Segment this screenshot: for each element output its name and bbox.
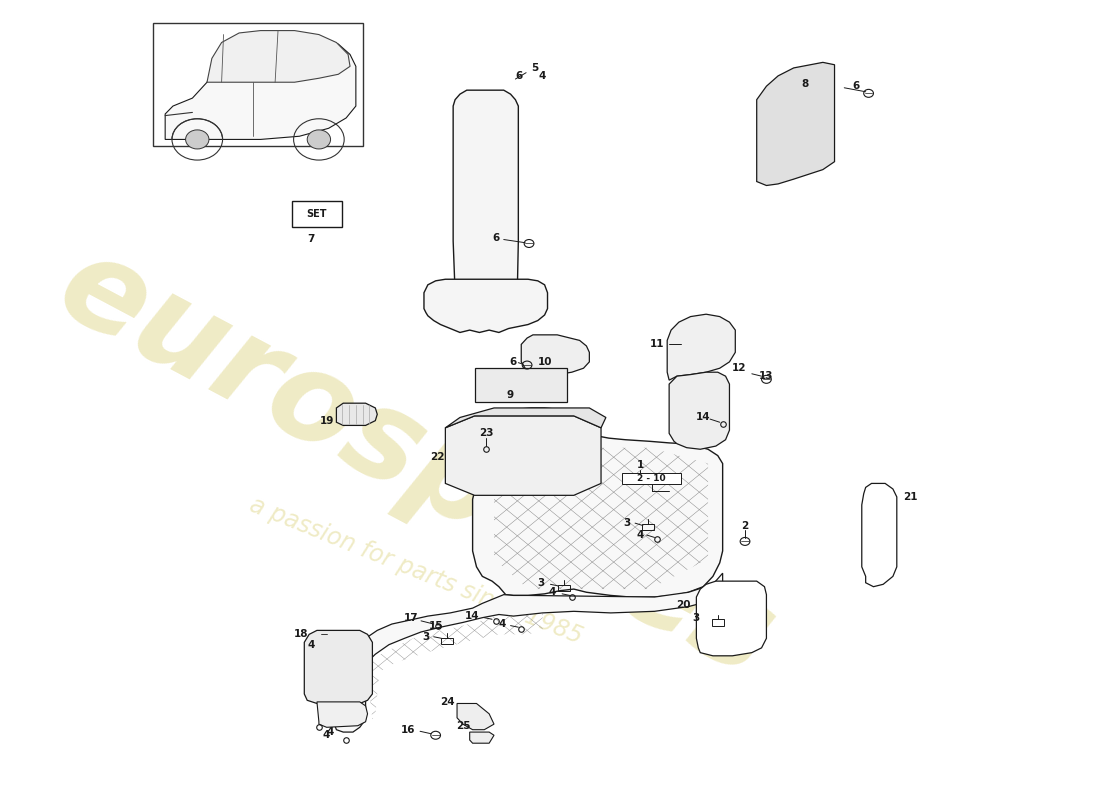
Polygon shape bbox=[669, 372, 729, 450]
Text: eurospares: eurospares bbox=[39, 225, 793, 702]
Polygon shape bbox=[207, 30, 350, 82]
Bar bbox=[441, 638, 453, 644]
Text: SET: SET bbox=[307, 209, 327, 219]
Polygon shape bbox=[696, 581, 767, 656]
Text: 4: 4 bbox=[636, 530, 644, 540]
Bar bbox=[292, 202, 342, 227]
Text: 4: 4 bbox=[327, 727, 334, 737]
Text: 3: 3 bbox=[624, 518, 631, 528]
Text: 6: 6 bbox=[516, 71, 522, 81]
Bar bbox=[623, 473, 681, 484]
Text: 2 - 10: 2 - 10 bbox=[637, 474, 666, 483]
Text: 14: 14 bbox=[465, 611, 480, 621]
Text: 25: 25 bbox=[455, 721, 470, 730]
Text: 7: 7 bbox=[307, 234, 315, 244]
Polygon shape bbox=[424, 279, 548, 333]
Polygon shape bbox=[473, 408, 723, 597]
Text: 4: 4 bbox=[549, 587, 557, 598]
Text: 9: 9 bbox=[507, 390, 514, 400]
Text: 2: 2 bbox=[741, 521, 749, 530]
Polygon shape bbox=[668, 314, 735, 380]
Text: 4: 4 bbox=[307, 640, 315, 650]
Text: 14: 14 bbox=[696, 413, 711, 422]
Bar bbox=[712, 619, 724, 626]
Bar bbox=[558, 585, 570, 591]
Text: 13: 13 bbox=[759, 371, 773, 381]
Text: 24: 24 bbox=[440, 697, 454, 707]
Polygon shape bbox=[456, 703, 494, 730]
Text: 3: 3 bbox=[537, 578, 544, 588]
Polygon shape bbox=[305, 630, 373, 703]
Polygon shape bbox=[757, 62, 835, 186]
Bar bbox=[474, 368, 566, 402]
Circle shape bbox=[307, 130, 331, 149]
Polygon shape bbox=[453, 90, 518, 302]
Text: 10: 10 bbox=[538, 357, 552, 367]
Text: 15: 15 bbox=[428, 622, 443, 631]
Text: 4: 4 bbox=[498, 619, 506, 629]
Text: 6: 6 bbox=[852, 81, 859, 91]
Text: 20: 20 bbox=[676, 600, 691, 610]
Circle shape bbox=[186, 130, 209, 149]
Polygon shape bbox=[333, 573, 723, 732]
Text: 6: 6 bbox=[493, 233, 499, 243]
Polygon shape bbox=[861, 483, 896, 586]
Text: 22: 22 bbox=[430, 452, 444, 462]
Bar bbox=[642, 524, 653, 530]
Polygon shape bbox=[317, 702, 367, 727]
Polygon shape bbox=[337, 403, 377, 426]
Bar bbox=[154, 22, 363, 146]
Text: 5: 5 bbox=[531, 63, 539, 73]
Text: 8: 8 bbox=[802, 79, 808, 89]
Polygon shape bbox=[521, 335, 590, 374]
Text: 17: 17 bbox=[404, 614, 419, 623]
Text: 12: 12 bbox=[732, 363, 747, 374]
Polygon shape bbox=[165, 33, 356, 139]
Text: 4: 4 bbox=[323, 730, 330, 740]
Polygon shape bbox=[446, 408, 606, 428]
Text: 3: 3 bbox=[693, 614, 700, 623]
Text: 18: 18 bbox=[294, 630, 309, 639]
Text: 4: 4 bbox=[539, 71, 547, 81]
Text: 3: 3 bbox=[422, 632, 429, 642]
Text: a passion for parts since 1985: a passion for parts since 1985 bbox=[246, 493, 586, 649]
Text: 23: 23 bbox=[478, 428, 494, 438]
Text: 1: 1 bbox=[636, 460, 644, 470]
Text: 6: 6 bbox=[509, 357, 517, 367]
Polygon shape bbox=[446, 416, 601, 495]
Text: 11: 11 bbox=[650, 339, 664, 350]
Text: 21: 21 bbox=[903, 492, 917, 502]
Text: 16: 16 bbox=[402, 725, 416, 734]
Text: 19: 19 bbox=[319, 416, 334, 426]
Polygon shape bbox=[470, 732, 494, 743]
